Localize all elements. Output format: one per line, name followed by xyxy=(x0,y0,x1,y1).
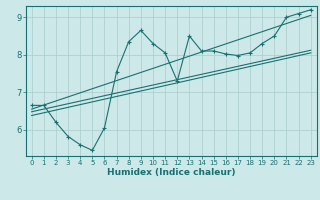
X-axis label: Humidex (Indice chaleur): Humidex (Indice chaleur) xyxy=(107,168,236,177)
